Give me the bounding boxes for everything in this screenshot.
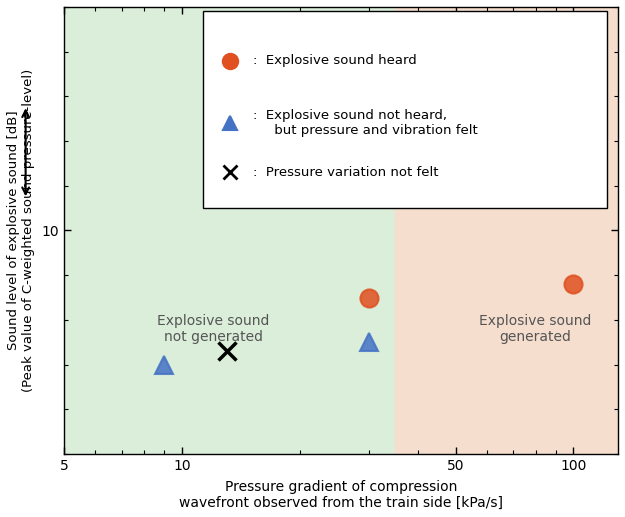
X-axis label: Pressure gradient of compression
wavefront observed from the train side [kPa/s]: Pressure gradient of compression wavefro… [179, 480, 503, 510]
Text: Explosive sound
not generated: Explosive sound not generated [157, 314, 269, 344]
Text: :  Pressure variation not felt: : Pressure variation not felt [253, 166, 438, 179]
Bar [64, 7, 395, 454]
Text: Explosive sound
generated: Explosive sound generated [479, 314, 592, 344]
Y-axis label: Sound level of explosive sound [dB]
(Peak value of C-weighted sound pressure-lev: Sound level of explosive sound [dB] (Pea… [7, 69, 35, 392]
FancyBboxPatch shape [202, 11, 607, 208]
Text: :  Explosive sound heard: : Explosive sound heard [253, 54, 416, 67]
Bar [395, 7, 618, 454]
Text: :  Explosive sound not heard,
     but pressure and vibration felt: : Explosive sound not heard, but pressur… [253, 109, 478, 137]
